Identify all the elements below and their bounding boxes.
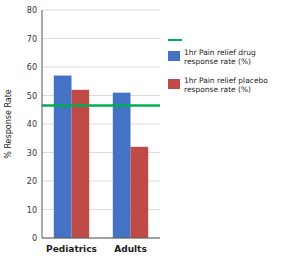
tick-label: 60 — [27, 63, 37, 72]
legend-swatch — [168, 79, 180, 89]
bar — [113, 93, 131, 238]
bar — [54, 76, 72, 238]
chart: 0 10 20 30 40 50 60 70 80 Pediatrics Adults % Respo… — [0, 0, 293, 278]
plot-area — [42, 76, 160, 238]
legend-swatch — [168, 39, 182, 41]
legend-label-line: 1hr Pain relief placebo — [184, 76, 268, 85]
tick-label: 0 — [32, 234, 37, 243]
legend-label-line: response rate (%) — [184, 85, 251, 94]
legend: 1hr Pain relief drugresponse rate (%)1hr… — [168, 40, 268, 94]
bar — [72, 90, 90, 238]
y-axis — [42, 10, 43, 238]
reference-line — [42, 104, 160, 107]
tick-label: 80 — [27, 6, 37, 15]
grid-line — [42, 10, 160, 11]
grid-line — [42, 38, 160, 39]
category-label: Adults — [114, 244, 147, 254]
grid-line — [42, 238, 160, 239]
grid-line — [42, 67, 160, 68]
tick-label: 70 — [27, 35, 37, 44]
tick-label: 50 — [27, 92, 37, 101]
bar — [131, 147, 149, 238]
legend-swatch — [168, 51, 180, 61]
legend-label-line: 1hr Pain relief drug — [184, 48, 256, 57]
legend-label: 1hr Pain relief placeboresponse rate (%) — [184, 76, 268, 94]
legend-label-line: response rate (%) — [184, 57, 251, 66]
tick-label: 20 — [27, 177, 37, 186]
y-axis-label: % Response Rate — [4, 89, 13, 159]
tick-label: 10 — [27, 206, 37, 215]
tick-label: 40 — [27, 120, 37, 129]
tick-label: 30 — [27, 149, 37, 158]
category-label: Pediatrics — [46, 244, 97, 254]
x-axis — [42, 238, 160, 239]
legend-label: 1hr Pain relief drugresponse rate (%) — [184, 48, 256, 66]
